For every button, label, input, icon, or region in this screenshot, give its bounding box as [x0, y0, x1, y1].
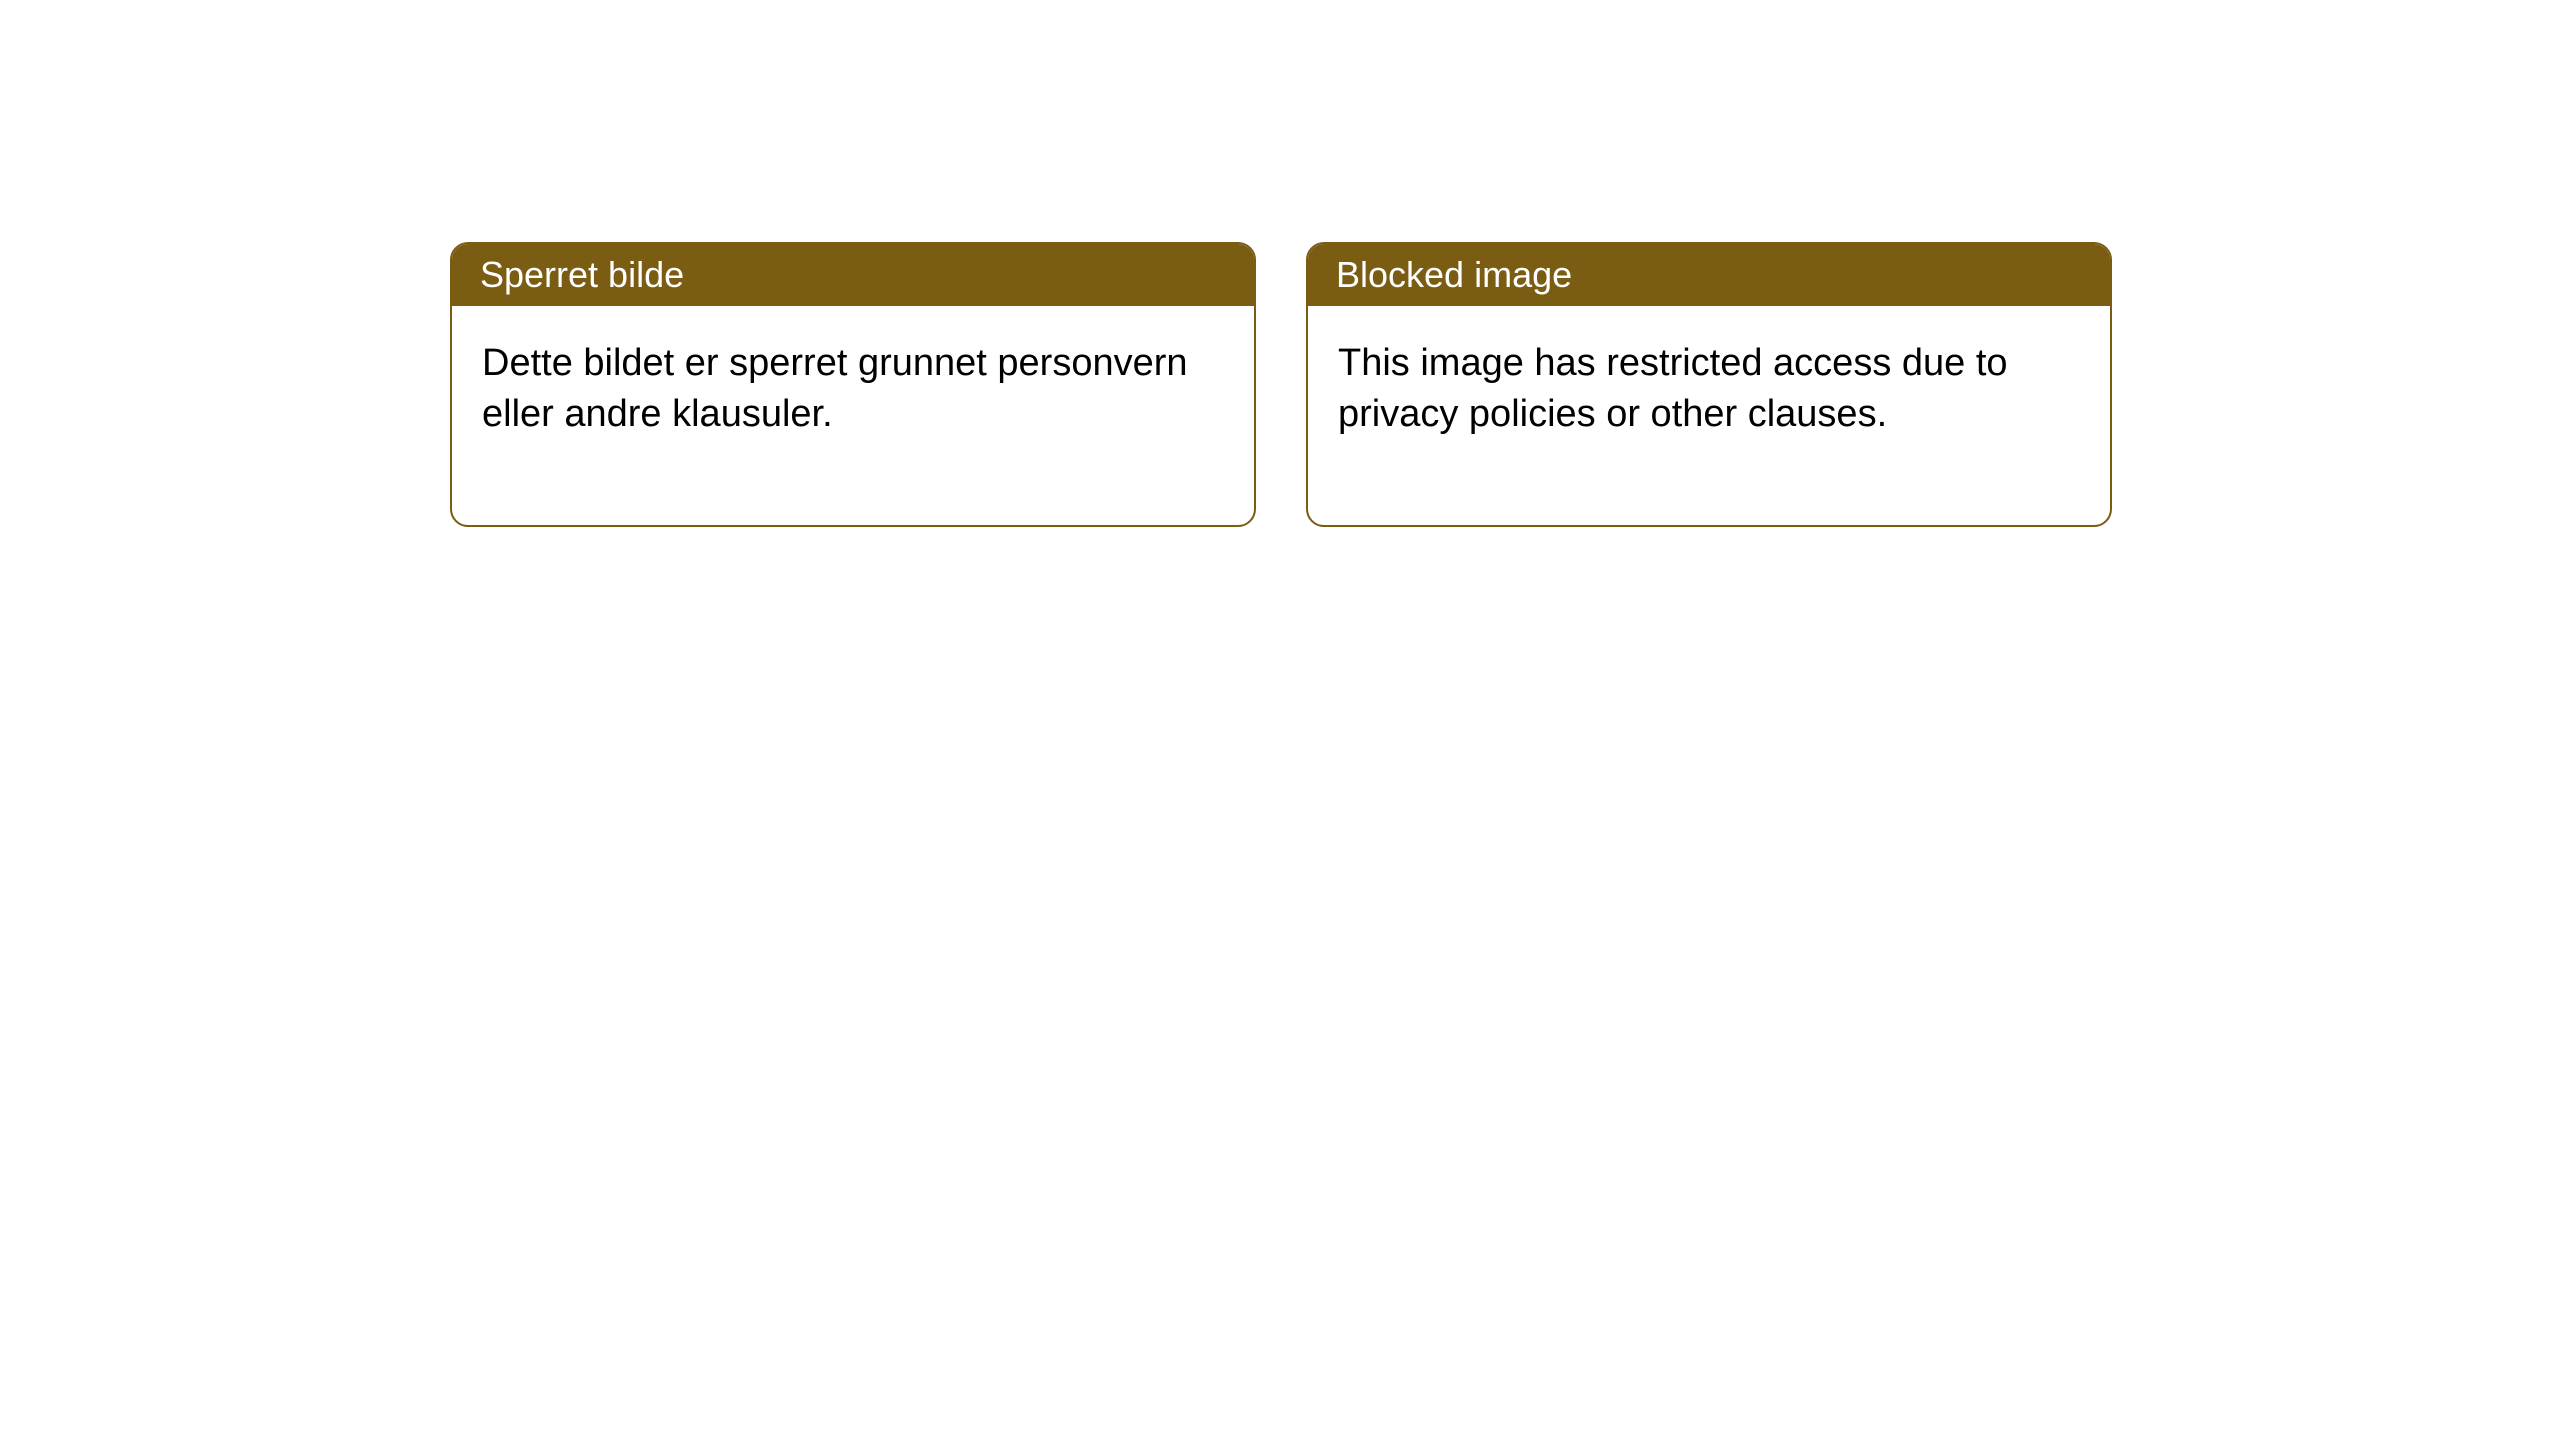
- blocked-image-card-no: Sperret bilde Dette bildet er sperret gr…: [450, 242, 1256, 527]
- card-header-en: Blocked image: [1308, 244, 2110, 306]
- blocked-image-card-en: Blocked image This image has restricted …: [1306, 242, 2112, 527]
- card-body-en: This image has restricted access due to …: [1308, 306, 2110, 525]
- card-container: Sperret bilde Dette bildet er sperret gr…: [0, 0, 2560, 527]
- card-header-no: Sperret bilde: [452, 244, 1254, 306]
- card-body-no: Dette bildet er sperret grunnet personve…: [452, 306, 1254, 525]
